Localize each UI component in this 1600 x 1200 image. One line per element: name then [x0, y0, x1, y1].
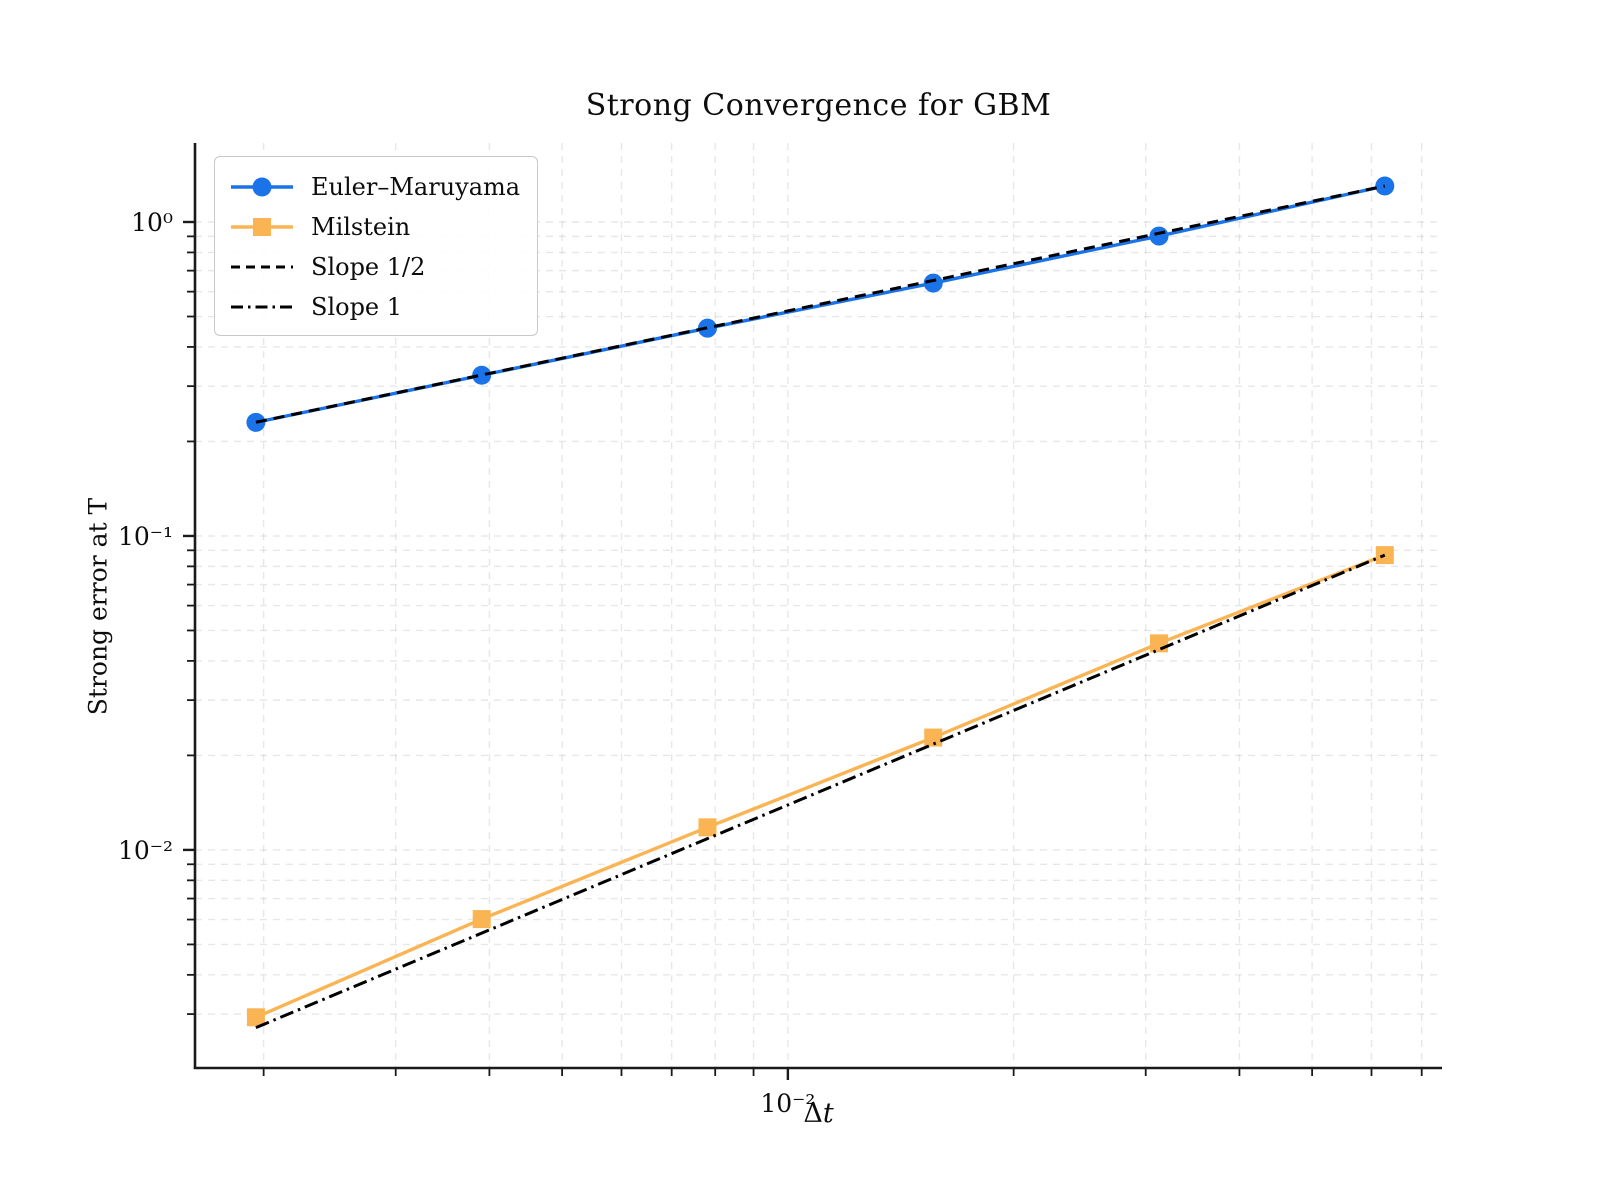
data-point-milstein: [698, 818, 717, 837]
legend-item-euler-maruyama: Euler–Maruyama: [215, 167, 537, 207]
y-tick-label: 10⁰: [131, 208, 173, 237]
legend-item-slope-half: Slope 1/2: [215, 247, 537, 287]
data-point-euler-maruyama: [472, 365, 492, 385]
legend-sample-milstein: [231, 218, 293, 236]
data-point-euler-maruyama: [246, 412, 266, 432]
data-point-milstein: [924, 728, 943, 747]
y-tick-label: 10⁻²: [118, 836, 173, 865]
legend-sample-slope-half: [231, 265, 293, 269]
y-axis-label: Strong error at T: [83, 497, 113, 716]
legend-sample-slope-one: [231, 305, 293, 309]
x-axis-label: Δt: [195, 1098, 1442, 1129]
y-tick-label: 10⁻¹: [118, 522, 173, 551]
series-line-slope-1-2: [255, 184, 1386, 424]
data-point-euler-maruyama: [1149, 226, 1169, 246]
data-point-euler-maruyama: [697, 318, 717, 338]
legend-item-milstein: Milstein: [215, 207, 537, 247]
data-point-milstein: [472, 910, 491, 929]
chart-title: Strong Convergence for GBM: [585, 88, 1052, 123]
legend-label: Slope 1: [311, 293, 403, 321]
legend: Euler–Maruyama Milstein Slope 1/2 Slope …: [214, 156, 538, 336]
series-line-slope-1: [255, 553, 1386, 1030]
x-axis-label-variable: t: [822, 1098, 834, 1129]
legend-label: Slope 1/2: [311, 253, 426, 281]
legend-item-slope-one: Slope 1: [215, 287, 537, 327]
data-point-euler-maruyama: [923, 273, 943, 293]
legend-label: Milstein: [311, 213, 411, 241]
legend-label: Euler–Maruyama: [311, 173, 521, 201]
x-axis-label-delta: Δ: [803, 1098, 823, 1129]
legend-sample-euler-maruyama: [231, 177, 293, 197]
data-point-milstein: [1150, 634, 1169, 653]
series-line-milstein: [255, 553, 1386, 1019]
data-point-milstein: [246, 1008, 265, 1027]
x-tick-label: 10⁻²: [760, 1089, 815, 1118]
